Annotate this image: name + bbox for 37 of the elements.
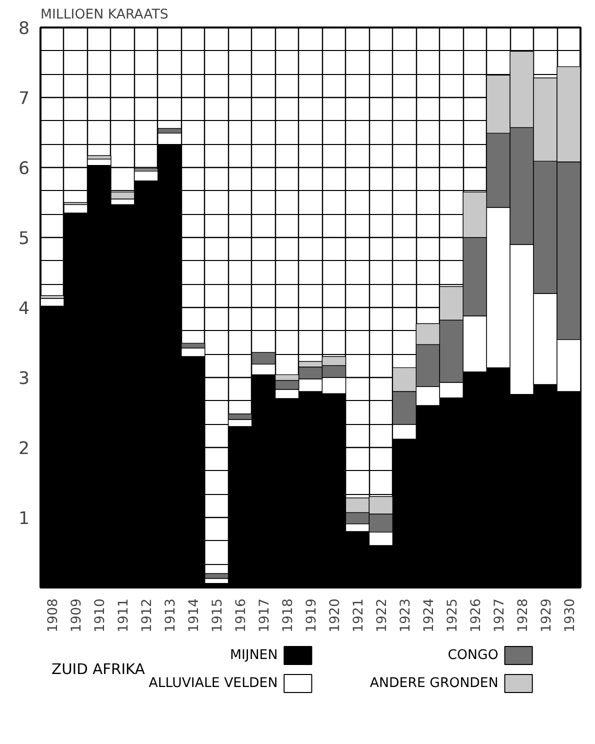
x-tick-label: 1920 (328, 598, 343, 632)
legend-title: ZUID AFRIKA (52, 661, 145, 678)
x-tick-label: 1930 (562, 598, 578, 632)
x-tick-label: 1923 (398, 598, 414, 632)
y-tick-label: 7 (18, 89, 30, 109)
x-tick-label: 1928 (516, 598, 531, 632)
legend-label: CONGO (448, 648, 498, 663)
y-axis-title: MILLIOEN KARAATS (40, 8, 168, 22)
x-tick-label: 1914 (187, 598, 202, 632)
x-tick-label: 1912 (140, 598, 156, 632)
x-tick-label: 1917 (258, 598, 273, 632)
x-tick-label: 1908 (46, 598, 62, 632)
y-tick-label: 6 (18, 159, 30, 179)
x-tick-label: 1910 (93, 598, 108, 632)
x-tick-label: 1918 (281, 598, 296, 632)
legend-label: MIJNEN (230, 648, 278, 663)
x-tick-label: 1929 (539, 598, 554, 632)
y-tick-label: 1 (18, 509, 30, 529)
legend-label: ALLUVIALE VELDEN (148, 676, 278, 691)
y-tick-label: 8 (18, 19, 30, 39)
y-tick-label: 2 (18, 439, 30, 459)
x-tick-label: 1921 (351, 598, 366, 632)
x-tick-label: 1915 (210, 598, 226, 632)
x-tick-label: 1913 (164, 598, 179, 632)
x-tick-label: 1926 (468, 598, 484, 632)
x-tick-label: 1911 (116, 598, 132, 632)
legend-label: ANDERE GRONDEN (370, 676, 498, 691)
x-tick-label: 1927 (492, 598, 508, 632)
x-tick-label: 1916 (234, 598, 250, 632)
x-tick-label: 1909 (70, 598, 85, 632)
x-tick-label: 1924 (422, 598, 437, 632)
x-tick-label: 1922 (374, 598, 390, 632)
y-tick-label: 3 (18, 369, 30, 389)
y-tick-label: 4 (18, 299, 30, 319)
x-tick-label: 1925 (445, 598, 460, 632)
x-tick-label: 1919 (304, 598, 320, 632)
y-tick-label: 5 (18, 229, 30, 249)
